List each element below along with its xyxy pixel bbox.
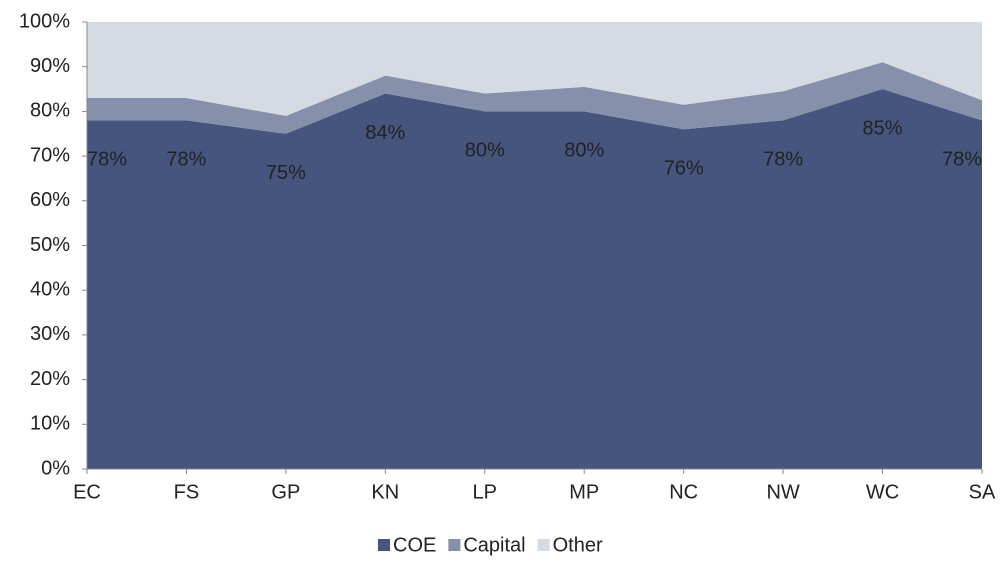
data-label: 85% xyxy=(863,117,903,139)
data-label: 84% xyxy=(365,122,405,144)
x-tick-label: GP xyxy=(271,481,300,503)
x-tick-label: NW xyxy=(766,481,799,503)
y-tick-label: 20% xyxy=(30,368,70,390)
legend-swatch xyxy=(378,539,390,551)
data-label: 78% xyxy=(166,149,206,171)
y-tick-label: 50% xyxy=(30,234,70,256)
data-label: 80% xyxy=(465,140,505,162)
x-tick-label: MP xyxy=(569,481,599,503)
legend-label: Other xyxy=(553,534,603,556)
y-tick-label: 30% xyxy=(30,323,70,345)
data-label: 75% xyxy=(266,162,306,184)
data-label: 78% xyxy=(763,149,803,171)
y-tick-label: 70% xyxy=(30,144,70,166)
legend-label: Capital xyxy=(463,534,525,556)
x-tick-label: NC xyxy=(669,481,698,503)
area xyxy=(87,62,982,134)
legend-swatch xyxy=(537,539,550,551)
legend-label: COE xyxy=(393,534,436,556)
x-tick-label: SA xyxy=(969,481,996,503)
legend-swatch xyxy=(448,539,461,551)
y-tick-label: 60% xyxy=(30,189,70,211)
x-tick-label: LP xyxy=(473,481,497,503)
data-label: 80% xyxy=(564,140,604,162)
x-tick-label: EC xyxy=(73,481,101,503)
x-tick-label: FS xyxy=(174,481,200,503)
data-label: 78% xyxy=(942,149,982,171)
data-label: 76% xyxy=(664,158,704,180)
area xyxy=(87,89,982,470)
y-tick-label: 100% xyxy=(19,10,70,32)
y-tick-label: 0% xyxy=(41,457,70,479)
area xyxy=(87,22,982,116)
data-label: 78% xyxy=(87,149,127,171)
y-tick-label: 10% xyxy=(30,413,70,435)
x-tick-label: WC xyxy=(866,481,899,503)
x-tick-label: KN xyxy=(371,481,399,503)
y-tick-label: 90% xyxy=(30,55,70,77)
y-tick-label: 40% xyxy=(30,278,70,300)
y-tick-label: 80% xyxy=(30,100,70,122)
